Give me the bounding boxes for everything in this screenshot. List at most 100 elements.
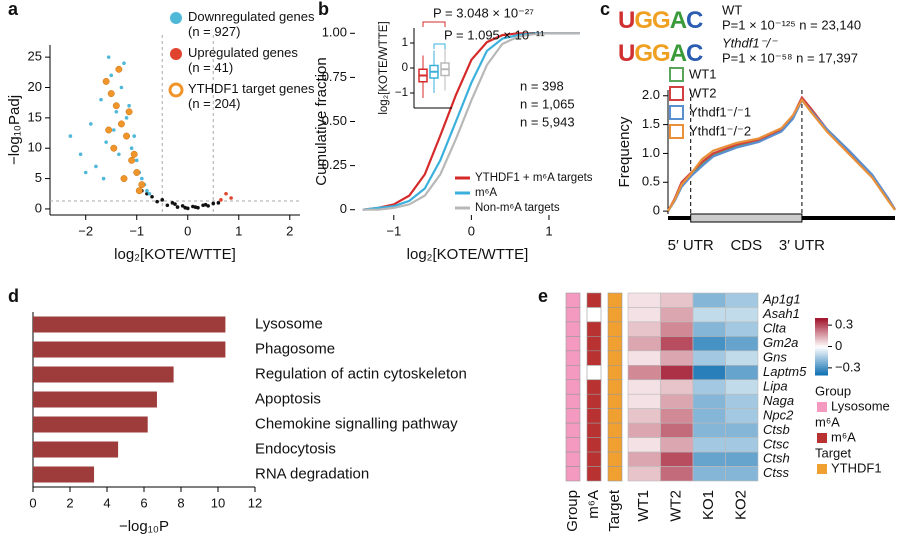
colorbar-slice	[815, 335, 828, 338]
heat-cell	[692, 350, 726, 366]
heat-cell	[725, 408, 759, 424]
heat-cell	[725, 451, 759, 467]
y-tick-label: 1.0	[642, 145, 660, 160]
point	[114, 109, 119, 114]
colorbar-slice	[815, 371, 828, 374]
legend-label: m⁶A	[475, 187, 497, 199]
point	[147, 191, 152, 196]
heat-cell	[692, 466, 726, 482]
heat-cell	[627, 466, 661, 482]
annotation-cell	[565, 437, 581, 453]
point	[119, 85, 124, 90]
y-tick-label: 0	[653, 203, 660, 218]
annotation-cell	[565, 466, 581, 482]
annotation-cell	[586, 466, 602, 482]
heat-cell	[660, 379, 694, 395]
colorbar-slice	[815, 323, 828, 327]
logo-letter: C	[686, 7, 703, 34]
series-annotation: n = 398	[520, 78, 564, 93]
row-label: Ctsh	[763, 451, 790, 466]
x-tick-label: −1	[386, 223, 401, 238]
colorbar-slice	[815, 333, 828, 336]
text-line: YTHDF1 target genes	[188, 81, 315, 96]
heat-cell	[627, 292, 661, 308]
annotation-cell	[586, 365, 602, 381]
logo-letter: A	[670, 40, 687, 67]
logo-letter: U	[618, 7, 634, 34]
legend-marker	[170, 48, 182, 60]
point	[130, 150, 138, 158]
annotation-cell	[586, 336, 602, 352]
colorbar-slice	[815, 337, 828, 340]
x-tick-label: 4	[103, 495, 110, 510]
heat-cell	[725, 422, 759, 438]
legend-swatch	[669, 105, 684, 120]
logo-letter: A	[670, 7, 687, 34]
point	[107, 90, 115, 98]
colorbar-tick-label: 0.3	[835, 317, 853, 332]
text-line: (n = 927)	[188, 24, 240, 39]
heat-cell	[660, 350, 694, 366]
row-label: Lipa	[763, 378, 788, 393]
legend-label: Non-m⁶A targets	[475, 202, 560, 214]
annotation-cell	[565, 336, 581, 352]
point	[203, 202, 208, 207]
row-label: Npc2	[763, 407, 794, 422]
row-label: Asah1	[762, 306, 800, 321]
row-label: Ctss	[763, 465, 790, 480]
x-tick-label: 0	[29, 495, 36, 510]
y-axis-label: Frequency	[616, 116, 633, 187]
legend-swatch	[669, 124, 684, 139]
row-label: Gns	[763, 350, 787, 365]
logo-letter: G	[652, 40, 670, 67]
heat-cell	[725, 350, 759, 366]
legend-label: Downregulated genes (n = 927)	[188, 9, 315, 39]
point	[216, 201, 221, 205]
colorbar-slice	[815, 331, 828, 334]
legend-swatch	[817, 402, 827, 412]
heat-cell	[627, 336, 661, 352]
y-axis-label: Cumulative fraction	[313, 57, 330, 185]
series-line	[667, 98, 896, 212]
colorbar-slice	[815, 365, 828, 368]
annotation-cell	[586, 307, 602, 323]
point	[224, 191, 228, 196]
motif-stats: P=1 × 10⁻⁵⁸ n = 17,397	[722, 50, 858, 65]
text-line: Downregulated genes	[188, 9, 315, 24]
point	[83, 170, 88, 175]
legend-label: YTHDF1	[831, 460, 882, 475]
annotation-cell	[607, 422, 623, 438]
motif-logo: UGGAC	[618, 7, 703, 34]
row-label: Laptm5	[763, 364, 807, 379]
point	[123, 132, 130, 140]
row-label: Gm2a	[763, 335, 798, 350]
category-label: Phagosome	[255, 340, 335, 357]
heat-cell	[627, 451, 661, 467]
annotation-cell	[607, 350, 623, 366]
y-tick-label: 5	[35, 170, 42, 185]
cds-box	[690, 213, 803, 223]
bar	[33, 391, 157, 408]
heat-cell	[692, 451, 726, 467]
legend-marker	[168, 82, 184, 98]
point	[155, 199, 159, 204]
heat-cell	[627, 437, 661, 453]
point	[112, 102, 120, 110]
point	[117, 152, 121, 157]
x-tick-label: 2	[286, 223, 293, 238]
colorbar-slice	[815, 329, 828, 332]
point	[89, 122, 93, 126]
annotation-cell	[565, 422, 581, 438]
heat-cell	[660, 336, 694, 352]
heat-cell	[692, 321, 726, 337]
point	[133, 169, 141, 176]
motif-label: WT	[722, 2, 742, 17]
row-label: Ap1g1	[762, 292, 801, 307]
point	[211, 201, 216, 206]
point	[111, 128, 116, 132]
category-label: RNA degradation	[255, 465, 369, 482]
annotation-cell	[586, 379, 602, 395]
column-label: WT2	[668, 490, 685, 522]
